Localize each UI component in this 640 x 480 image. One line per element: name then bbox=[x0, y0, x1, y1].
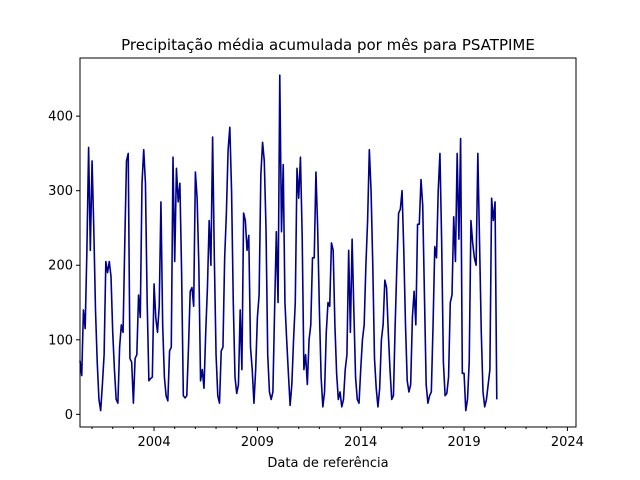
y-axis: 0 100 200 300 400 bbox=[48, 110, 80, 423]
x-tick-label: 2024 bbox=[551, 435, 584, 450]
plot-area bbox=[79, 74, 498, 412]
y-tick-label: 100 bbox=[48, 333, 73, 348]
x-axis: 2004 2009 2014 2019 2024 bbox=[91, 427, 584, 450]
y-tick-label: 300 bbox=[48, 184, 73, 199]
x-tick-label: 2014 bbox=[344, 435, 377, 450]
x-tick-label: 2009 bbox=[241, 435, 274, 450]
x-tick-label: 2004 bbox=[138, 435, 171, 450]
chart-title: Precipitação média acumulada por mês par… bbox=[121, 36, 535, 54]
x-tick-label: 2019 bbox=[448, 435, 481, 450]
x-axis-label: Data de referência bbox=[267, 456, 388, 471]
y-tick-label: 0 bbox=[65, 408, 73, 423]
axes-frame bbox=[79, 57, 577, 428]
series-line bbox=[79, 74, 498, 412]
y-tick-label: 400 bbox=[48, 110, 73, 125]
y-tick-label: 200 bbox=[48, 259, 73, 274]
